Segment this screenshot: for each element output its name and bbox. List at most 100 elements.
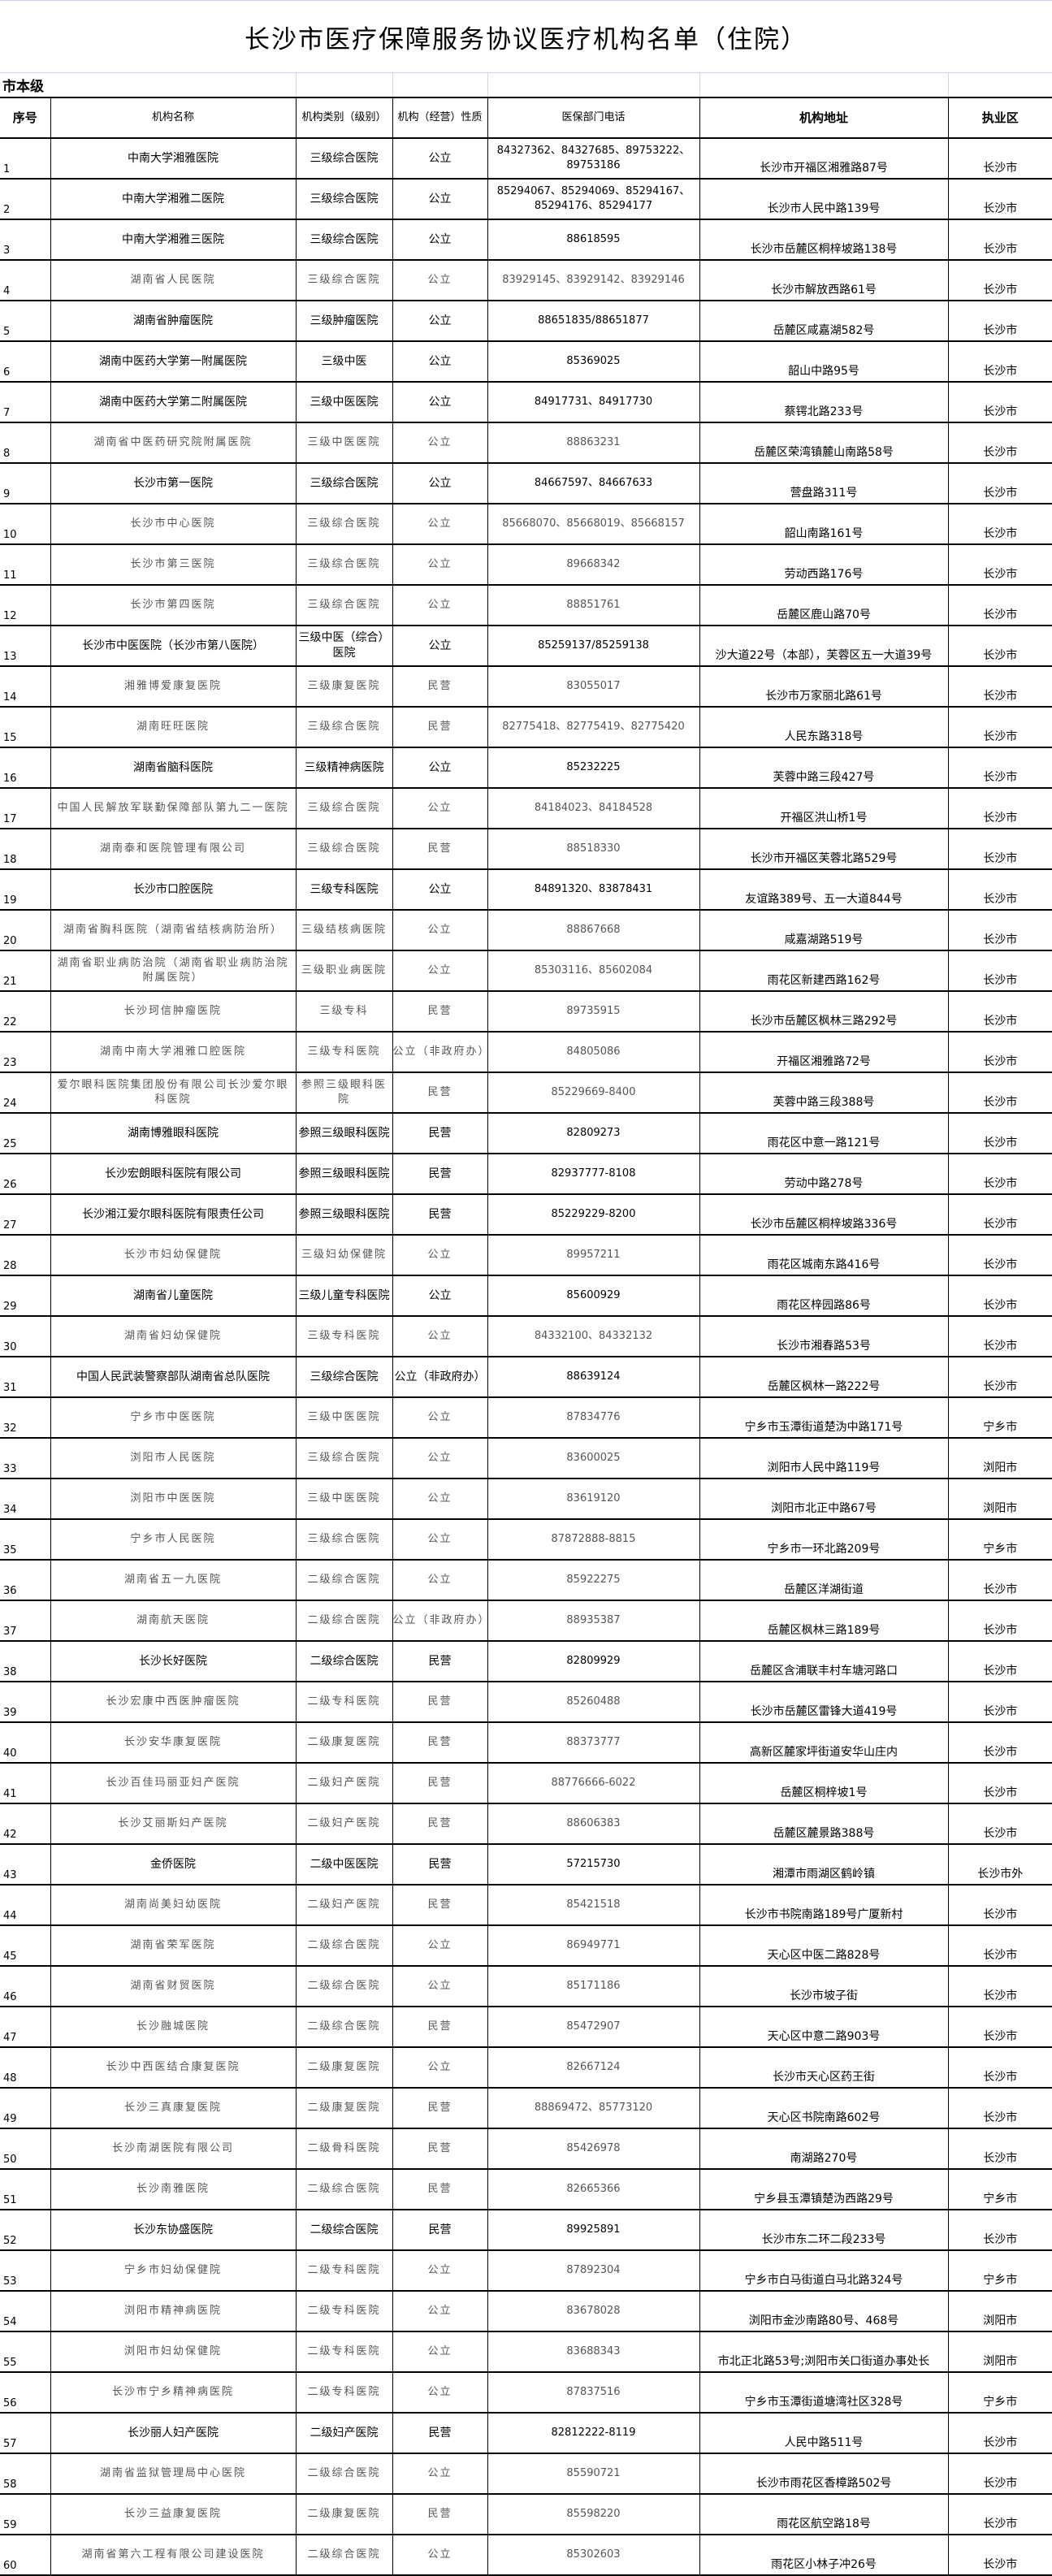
row-seq: 47 xyxy=(0,2007,51,2048)
row-phone: 83055017 xyxy=(487,666,700,708)
table-row: 48 长沙中西医结合康复医院 二级康复医院 公立 82667124 长沙市天心区药王街 长沙… xyxy=(0,2047,1052,2089)
row-type: 三级综合医院 xyxy=(295,463,393,504)
row-address: 市北正北路53号;浏阳市关口街道办事处长 xyxy=(699,2331,949,2373)
row-seq: 26 xyxy=(0,1154,51,1195)
row-seq: 58 xyxy=(0,2453,51,2495)
row-name: 长沙湘江爱尔眼科医院有限责任公司 xyxy=(50,1194,297,1236)
row-type: 三级中医医院 xyxy=(295,382,393,423)
table-row: 8 湖南省中医药研究院附属医院 三级中医医院 公立 88863231 岳麓区荣湾镇麓山南路… xyxy=(0,422,1052,464)
row-nature: 公立 xyxy=(392,301,488,342)
row-nature: 公立 xyxy=(392,585,488,626)
row-nature: 民营 xyxy=(392,1072,488,1114)
row-seq: 57 xyxy=(0,2413,51,2454)
row-address: 劳动西路176号 xyxy=(699,544,949,586)
row-district: 长沙市 xyxy=(947,2128,1052,2170)
row-district: 长沙市 xyxy=(947,301,1052,342)
row-type: 二级综合医院 xyxy=(295,1600,393,1642)
row-nature: 公立 xyxy=(392,1275,488,1317)
row-address: 宁乡市玉潭街道塘湾社区328号 xyxy=(699,2372,949,2414)
row-district: 宁乡市 xyxy=(947,2372,1052,2414)
row-address: 长沙市开福区湘雅路87号 xyxy=(699,138,949,180)
row-address: 韶山南路161号 xyxy=(699,504,949,545)
row-phone: 89925891 xyxy=(487,2210,700,2251)
table-row: 34 浏阳市中医医院 三级中医医院 公立 83619120 浏阳市北正中路67号 浏阳市 xyxy=(0,1478,1052,1520)
table-row: 41 长沙百佳玛丽亚妇产医院 二级妇产医院 民营 88776666-6022 岳麓区桐梓坡… xyxy=(0,1763,1052,1804)
row-name: 长沙市宁乡精神病医院 xyxy=(50,2372,297,2414)
row-district: 长沙市 xyxy=(947,463,1052,504)
row-seq: 14 xyxy=(0,666,51,708)
row-type: 三级专科医院 xyxy=(295,869,393,911)
row-nature: 公立 xyxy=(392,869,488,911)
row-type: 三级结核病医院 xyxy=(295,910,393,951)
row-district: 浏阳市 xyxy=(947,2331,1052,2373)
row-nature: 公立 xyxy=(392,1966,488,2007)
row-type: 三级儿童专科医院 xyxy=(295,1275,393,1317)
row-phone: 85668070、85668019、85668157 xyxy=(487,504,700,545)
row-phone: 84891320、83878431 xyxy=(487,869,700,911)
row-type: 三级精神病医院 xyxy=(295,747,393,789)
row-phone: 85598220 xyxy=(487,2494,700,2535)
row-type: 二级妇产医院 xyxy=(295,1885,393,1926)
header-district: 执业区 xyxy=(947,97,1052,139)
row-address: 营盘路311号 xyxy=(699,463,949,504)
row-seq: 60 xyxy=(0,2535,51,2576)
table-row: 21 湖南省职业病防治院（湖南省职业病防治院附属医院） 三级职业病医院 公立 85303… xyxy=(0,950,1052,992)
row-nature: 民营 xyxy=(392,829,488,870)
table-row: 43 金侨医院 二级中医医院 民营 57215730 湘潭市雨湖区鹤岭镇 长沙市外 xyxy=(0,1844,1052,1885)
row-nature: 公立 xyxy=(392,1316,488,1357)
section-label: 市本级 xyxy=(0,73,297,97)
row-nature: 民营 xyxy=(392,1154,488,1195)
row-phone: 82665366 xyxy=(487,2169,700,2210)
row-seq: 6 xyxy=(0,341,51,383)
row-address: 长沙市解放西路61号 xyxy=(699,260,949,301)
row-district: 长沙市 xyxy=(947,1682,1052,1723)
row-seq: 46 xyxy=(0,1966,51,2007)
row-seq: 27 xyxy=(0,1194,51,1236)
row-address: 天心区中医二路828号 xyxy=(699,1925,949,1967)
row-nature: 公立 xyxy=(392,910,488,951)
row-nature: 公立（非政府办） xyxy=(392,1600,488,1642)
row-name: 湖南中医药大学第一附属医院 xyxy=(50,341,297,383)
table-row: 11 长沙市第三医院 三级综合医院 公立 89668342 劳动西路176号 长沙市 xyxy=(0,544,1052,586)
row-phone: 84327362、84327685、89753222、89753186 xyxy=(487,138,700,180)
row-seq: 31 xyxy=(0,1357,51,1398)
row-phone: 83678028 xyxy=(487,2291,700,2332)
row-address: 天心区中意二路903号 xyxy=(699,2007,949,2048)
row-type: 三级中医医院 xyxy=(295,1397,393,1439)
row-district: 长沙市 xyxy=(947,219,1052,261)
row-district: 宁乡市 xyxy=(947,2169,1052,2210)
row-type: 二级妇产医院 xyxy=(295,1763,393,1804)
row-type: 三级职业病医院 xyxy=(295,950,393,992)
row-name: 湖南泰和医院管理有限公司 xyxy=(50,829,297,870)
row-seq: 15 xyxy=(0,707,51,748)
row-seq: 17 xyxy=(0,788,51,829)
row-district: 长沙市 xyxy=(947,829,1052,870)
header-row: 序号 机构名称 机构类别（级别） 机构（经营）性质 医保部门电话 机构地址 执业… xyxy=(0,97,1052,139)
row-seq: 23 xyxy=(0,1032,51,1073)
row-name: 湖南博雅眼科医院 xyxy=(50,1113,297,1154)
row-type: 参照三级眼科医院 xyxy=(295,1072,393,1114)
row-type: 三级肿瘤医院 xyxy=(295,301,393,342)
row-address: 长沙市岳麓区桐梓坡路336号 xyxy=(699,1194,949,1236)
row-phone: 89735915 xyxy=(487,991,700,1033)
row-type: 三级综合医院 xyxy=(295,707,393,748)
table-row: 29 湖南省儿童医院 三级儿童专科医院 公立 85600929 雨花区梓园路86号 长沙市 xyxy=(0,1275,1052,1317)
row-district: 浏阳市 xyxy=(947,1478,1052,1520)
row-seq: 59 xyxy=(0,2494,51,2535)
row-seq: 56 xyxy=(0,2372,51,2414)
row-address: 岳麓区桐梓坡1号 xyxy=(699,1763,949,1804)
row-nature: 公立 xyxy=(392,1397,488,1439)
row-district: 长沙市 xyxy=(947,341,1052,383)
row-district: 长沙市 xyxy=(947,2088,1052,2129)
row-address: 长沙市人民中路139号 xyxy=(699,179,949,220)
row-name: 湖南旺旺医院 xyxy=(50,707,297,748)
table-row: 28 长沙市妇幼保健院 三级妇幼保健院 公立 89957211 雨花区城南东路416号 长沙… xyxy=(0,1235,1052,1276)
table-row: 45 湖南省荣军医院 二级综合医院 公立 86949771 天心区中医二路828号 长沙市 xyxy=(0,1925,1052,1967)
row-name: 长沙市第一医院 xyxy=(50,463,297,504)
row-type: 三级妇幼保健院 xyxy=(295,1235,393,1276)
row-name: 宁乡市中医医院 xyxy=(50,1397,297,1439)
row-seq: 39 xyxy=(0,1682,51,1723)
table-row: 32 宁乡市中医医院 三级中医医院 公立 87834776 宁乡市玉潭街道楚沩中路171号… xyxy=(0,1397,1052,1439)
row-address: 长沙市东二环二段233号 xyxy=(699,2210,949,2251)
table-row: 20 湖南省胸科医院（湖南省结核病防治所） 三级结核病医院 公立 88867668 咸嘉湖… xyxy=(0,910,1052,951)
